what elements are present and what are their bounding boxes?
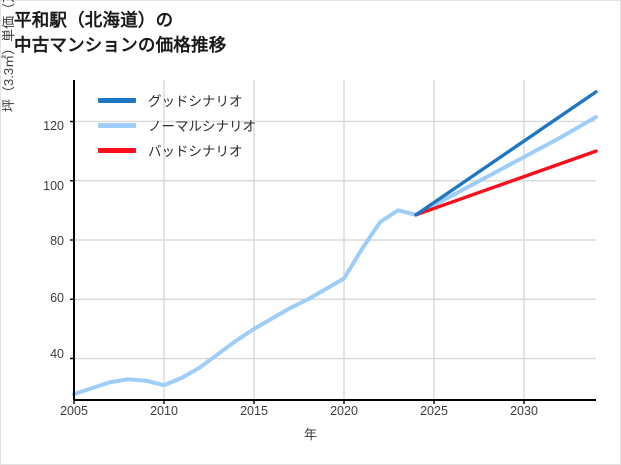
- x-axis-title: 年: [303, 427, 317, 442]
- legend-label-bad: バッドシナリオ: [148, 144, 243, 159]
- y-tick-label-40: 40: [50, 347, 64, 361]
- series-line-bad: [414, 149, 598, 217]
- chart-title: 平和駅（北海道）の 中古マンションの価格推移: [14, 10, 227, 55]
- line-swatch-icon-bad: [98, 147, 136, 153]
- x-tick-label-2005: 2005: [60, 404, 88, 418]
- axis-lines: [70, 80, 596, 404]
- x-tick-label-2010: 2010: [150, 404, 178, 418]
- series-line-good: [414, 90, 598, 217]
- x-tick-label-2025: 2025: [420, 404, 448, 418]
- y-tick-label-100: 100: [43, 179, 64, 193]
- x-tick-label-2015: 2015: [240, 404, 268, 418]
- y-tick-label-60: 60: [50, 291, 64, 305]
- legend-label-normal: ノーマルシナリオ: [148, 119, 256, 134]
- y-tick-label-80: 80: [50, 234, 64, 248]
- chart-canvas: [70, 80, 598, 404]
- legend-item-bad[interactable]: バッドシナリオ: [98, 143, 256, 159]
- y-axis-title: 坪（3.3㎡）単価（万円）: [1, 0, 16, 112]
- y-tick-label-120: 120: [43, 119, 64, 133]
- legend-label-good: グッドシナリオ: [148, 94, 243, 109]
- series-line-normal: [72, 115, 598, 397]
- legend-item-normal[interactable]: ノーマルシナリオ: [98, 118, 256, 134]
- line-swatch-icon-good: [98, 97, 136, 103]
- x-tick-label-2020: 2020: [330, 404, 358, 418]
- plot-area: [70, 80, 598, 404]
- chart-legend: グッドシナリオ ノーマルシナリオ バッドシナリオ: [98, 93, 256, 159]
- x-tick-label-2030: 2030: [510, 404, 538, 418]
- legend-item-good[interactable]: グッドシナリオ: [98, 93, 256, 109]
- line-swatch-icon-normal: [98, 122, 136, 128]
- data-series: [72, 90, 598, 397]
